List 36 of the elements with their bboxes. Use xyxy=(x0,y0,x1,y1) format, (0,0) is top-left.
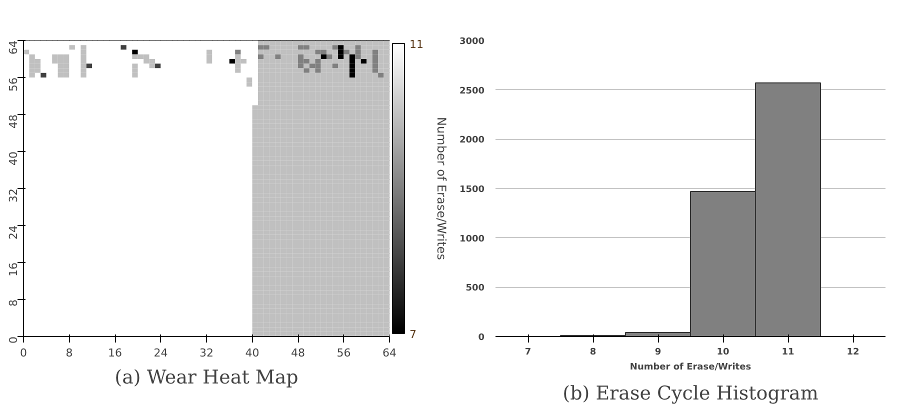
y-tick-label: 8 xyxy=(7,300,20,306)
x-tick-label: 9 xyxy=(654,348,662,358)
x-tick-label: 56 xyxy=(336,346,351,360)
y-tick-label: 3000 xyxy=(459,37,485,47)
x-tick-label: 8 xyxy=(66,346,73,360)
text: (a) Wear Heat Map xyxy=(114,366,298,388)
x-tick-label: 40 xyxy=(245,346,260,360)
y-tick-label: 2000 xyxy=(459,136,485,146)
y-tick-label: 0 xyxy=(478,333,485,343)
y-tick-label: 32 xyxy=(7,188,20,202)
color-bar-label: 11 xyxy=(410,38,424,51)
y-tick-label: 56 xyxy=(7,77,20,92)
y-tick-label: 2500 xyxy=(459,86,485,96)
x-tick-label: 24 xyxy=(154,346,168,360)
x-tick-label: 12 xyxy=(846,348,860,358)
y-tick-label: 500 xyxy=(466,284,485,294)
y-tick-label: 16 xyxy=(7,262,20,276)
color-bar-label: 7 xyxy=(410,328,416,341)
x-axis-title: Number of Erase/Writes xyxy=(630,362,752,372)
x-tick-label: 11 xyxy=(782,348,794,358)
y-tick-label: 1000 xyxy=(459,234,485,244)
x-tick-label: 48 xyxy=(291,346,305,360)
text: (b) Erase Cycle Histogram xyxy=(562,382,818,404)
y-tick-label: 48 xyxy=(7,114,20,128)
y-tick-label: 40 xyxy=(7,151,20,166)
x-tick-label: 16 xyxy=(108,346,122,360)
x-tick-label: 7 xyxy=(524,348,532,358)
y-tick-label: 0 xyxy=(7,336,20,344)
y-tick-label: 1500 xyxy=(459,185,485,195)
x-tick-label: 32 xyxy=(200,346,214,360)
color-bar-title: Number of Erase/Writes xyxy=(434,117,448,260)
x-tick-label: 10 xyxy=(716,348,730,358)
y-tick-label: 64 xyxy=(7,40,20,54)
x-tick-label: 8 xyxy=(590,348,596,358)
x-tick-label: 64 xyxy=(382,346,396,360)
y-tick-label: 24 xyxy=(7,225,20,240)
